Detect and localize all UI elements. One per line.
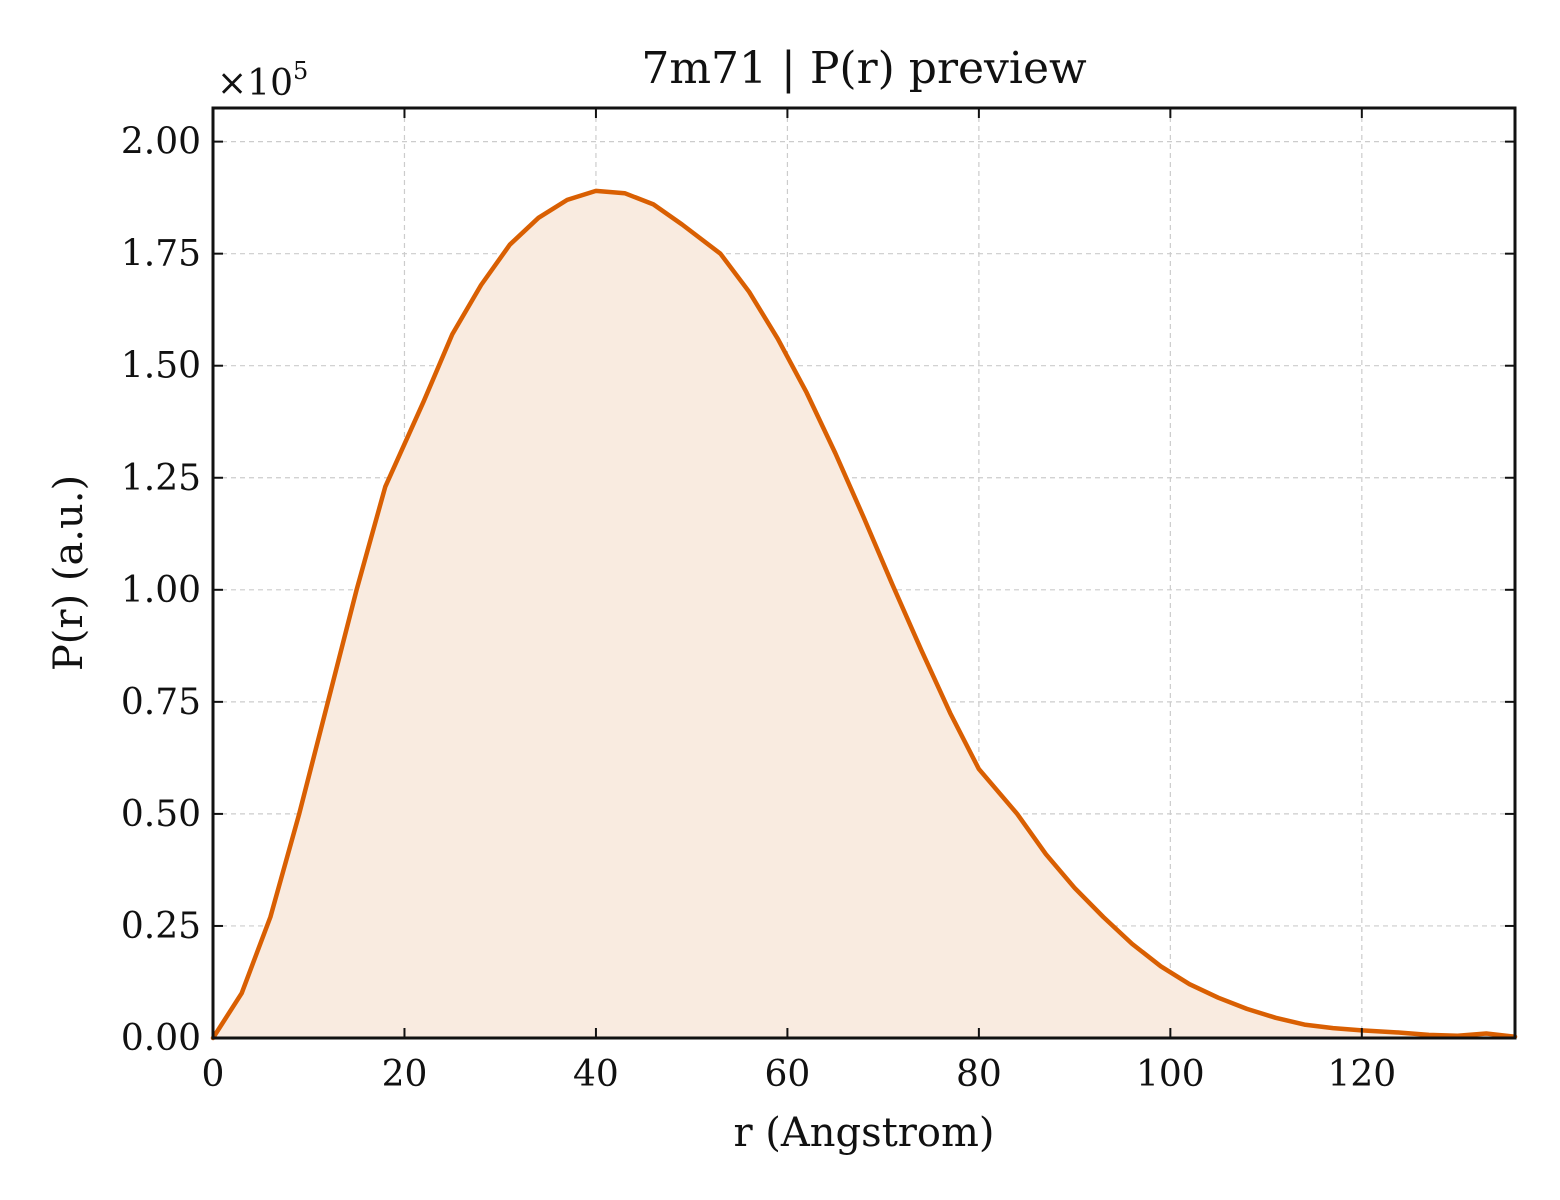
x-tick-label: 0: [202, 1054, 225, 1095]
area-fill: [213, 190, 1515, 1038]
y-tick-label: 1.50: [121, 346, 201, 387]
series-line: [210, 188, 1518, 1041]
x-tick-label: 100: [1136, 1054, 1205, 1095]
y-axis-multiplier-base: ×10: [217, 63, 293, 104]
y-tick-label: 1.00: [121, 570, 201, 611]
x-tick-label: 40: [573, 1054, 619, 1095]
y-axis-multiplier-exponent: 5: [293, 57, 308, 85]
x-axis-label: r (Angstrom): [733, 1110, 994, 1156]
x-tick-label: 120: [1327, 1054, 1396, 1095]
y-tick-label: 0.50: [121, 794, 201, 835]
y-tick-label: 0.75: [121, 682, 201, 723]
plot-frame: [211, 106, 1517, 1040]
y-tick-label: 2.00: [121, 122, 201, 163]
y-tick-label: 0.00: [121, 1018, 201, 1059]
x-tick-label: 60: [765, 1054, 811, 1095]
y-tick-label: 0.25: [121, 906, 201, 947]
axis-ticks: 0 20 40 60 80 100 120 0.00 0.25 0.50 0.75 1.00 1.25 1…: [121, 108, 1515, 1095]
chart-title: 7m71 | P(r) preview: [641, 43, 1087, 94]
y-axis-label: P(r) (a.u.): [46, 475, 92, 671]
x-tick-label: 20: [382, 1054, 428, 1095]
y-axis-multiplier: ×105: [217, 57, 308, 104]
y-tick-label: 1.75: [121, 234, 201, 275]
x-tick-label: 80: [956, 1054, 1002, 1095]
y-tick-label: 1.25: [121, 458, 201, 499]
